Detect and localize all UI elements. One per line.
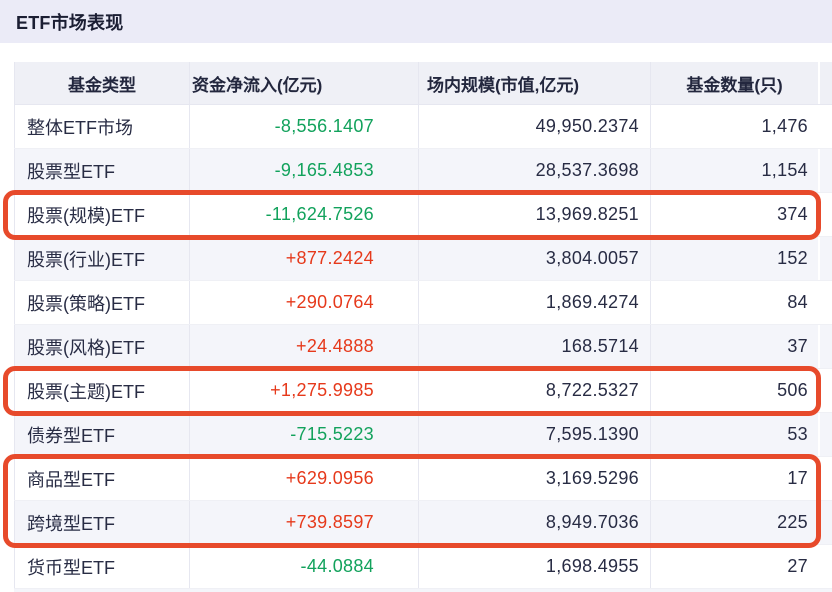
market-scale-cell: 7,595.1390 <box>418 413 650 456</box>
row-edge-sliver <box>818 501 832 544</box>
market-scale-cell: 8,949.7036 <box>418 501 650 544</box>
fund-count-cell: 17 <box>650 457 818 500</box>
column-header-fund-count: 基金数量(只) <box>650 62 818 104</box>
table-row[interactable]: 股票(主题)ETF +1,275.9985 8,722.5327 506 <box>14 369 832 413</box>
market-scale-cell: 49,950.2374 <box>418 105 650 148</box>
table-header-row: 基金类型 资金净流入(亿元) 场内规模(市值,亿元) 基金数量(只) <box>14 62 832 105</box>
fund-count-cell: 506 <box>650 369 818 412</box>
market-scale-cell: 1,869.4274 <box>418 281 650 324</box>
table-row[interactable]: 股票(规模)ETF -11,624.7526 13,969.8251 374 <box>14 193 832 237</box>
row-edge-sliver <box>818 413 832 456</box>
net-inflow-cell: -715.5223 <box>189 413 418 456</box>
column-header-net-inflow: 资金净流入(亿元) <box>189 62 418 104</box>
fund-type-cell: 货币型ETF <box>14 545 189 588</box>
fund-count-cell: 225 <box>650 501 818 544</box>
market-scale-cell: 13,969.8251 <box>418 193 650 236</box>
table-row[interactable]: 整体ETF市场 -8,556.1407 49,950.2374 1,476 <box>14 105 832 149</box>
table-row[interactable]: 股票型ETF -9,165.4853 28,537.3698 1,154 <box>14 149 832 193</box>
net-inflow-cell: +1,275.9985 <box>189 369 418 412</box>
fund-type-cell: 债券型ETF <box>14 413 189 456</box>
net-inflow-cell: -8,556.1407 <box>189 105 418 148</box>
fund-count-cell: 53 <box>650 413 818 456</box>
fund-count-cell: 27 <box>650 545 818 588</box>
fund-type-cell: 股票(主题)ETF <box>14 369 189 412</box>
net-inflow-cell: +24.4888 <box>189 325 418 368</box>
net-inflow-cell: -11,624.7526 <box>189 193 418 236</box>
market-scale-cell: 3,169.5296 <box>418 457 650 500</box>
page-title: ETF市场表现 <box>16 12 124 33</box>
fund-type-cell: 整体ETF市场 <box>14 105 189 148</box>
table-body: 整体ETF市场 -8,556.1407 49,950.2374 1,476 股票… <box>14 105 832 589</box>
header-edge-sliver <box>818 62 832 104</box>
table-row[interactable]: 股票(风格)ETF +24.4888 168.5714 37 <box>14 325 832 369</box>
market-scale-cell: 8,722.5327 <box>418 369 650 412</box>
row-edge-sliver <box>818 369 832 412</box>
market-scale-cell: 168.5714 <box>418 325 650 368</box>
fund-count-cell: 1,154 <box>650 149 818 192</box>
fund-type-cell: 股票型ETF <box>14 149 189 192</box>
row-edge-sliver <box>818 545 832 588</box>
fund-type-cell: 跨境型ETF <box>14 501 189 544</box>
title-bar: ETF市场表现 <box>0 0 832 43</box>
column-header-fund-type: 基金类型 <box>14 62 189 104</box>
fund-count-cell: 374 <box>650 193 818 236</box>
market-scale-cell: 28,537.3698 <box>418 149 650 192</box>
table-row[interactable]: 债券型ETF -715.5223 7,595.1390 53 <box>14 413 832 457</box>
next-row-sliver <box>14 589 832 592</box>
table-row[interactable]: 跨境型ETF +739.8597 8,949.7036 225 <box>14 501 832 545</box>
fund-count-cell: 1,476 <box>650 105 818 148</box>
market-scale-cell: 3,804.0057 <box>418 237 650 280</box>
fund-type-cell: 股票(行业)ETF <box>14 237 189 280</box>
net-inflow-cell: +290.0764 <box>189 281 418 324</box>
net-inflow-cell: +739.8597 <box>189 501 418 544</box>
market-scale-cell: 1,698.4955 <box>418 545 650 588</box>
table-row[interactable]: 股票(行业)ETF +877.2424 3,804.0057 152 <box>14 237 832 281</box>
row-edge-sliver <box>818 105 832 148</box>
fund-type-cell: 股票(风格)ETF <box>14 325 189 368</box>
net-inflow-cell: +877.2424 <box>189 237 418 280</box>
table-row[interactable]: 商品型ETF +629.0956 3,169.5296 17 <box>14 457 832 501</box>
fund-count-cell: 152 <box>650 237 818 280</box>
table-row[interactable]: 股票(策略)ETF +290.0764 1,869.4274 84 <box>14 281 832 325</box>
net-inflow-cell: -9,165.4853 <box>189 149 418 192</box>
etf-table: 基金类型 资金净流入(亿元) 场内规模(市值,亿元) 基金数量(只) 整体ETF… <box>14 62 832 592</box>
row-edge-sliver <box>818 281 832 324</box>
net-inflow-cell: +629.0956 <box>189 457 418 500</box>
row-edge-sliver <box>818 457 832 500</box>
row-edge-sliver <box>818 193 832 236</box>
row-edge-sliver <box>818 325 832 368</box>
row-edge-sliver <box>818 149 832 192</box>
net-inflow-cell: -44.0884 <box>189 545 418 588</box>
fund-type-cell: 股票(规模)ETF <box>14 193 189 236</box>
fund-count-cell: 37 <box>650 325 818 368</box>
table-row[interactable]: 货币型ETF -44.0884 1,698.4955 27 <box>14 545 832 589</box>
row-edge-sliver <box>818 237 832 280</box>
fund-type-cell: 股票(策略)ETF <box>14 281 189 324</box>
column-header-market-scale: 场内规模(市值,亿元) <box>418 62 650 104</box>
fund-count-cell: 84 <box>650 281 818 324</box>
fund-type-cell: 商品型ETF <box>14 457 189 500</box>
